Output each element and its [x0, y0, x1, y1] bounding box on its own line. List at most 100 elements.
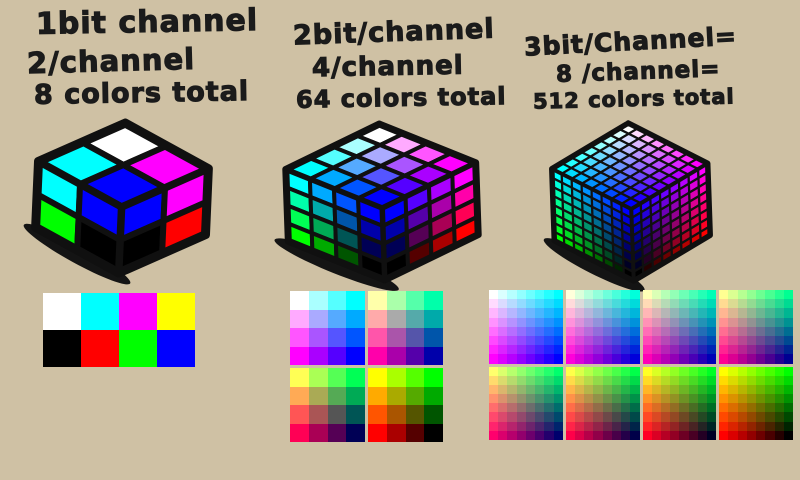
- palette-cell: [424, 423, 443, 442]
- palette-cell: [535, 403, 545, 413]
- palette-cell: [525, 394, 536, 404]
- palette-cell: [535, 299, 545, 309]
- palette-cell: [544, 354, 554, 364]
- cube-outline: [379, 205, 388, 283]
- palette-cell: [765, 421, 775, 431]
- palette-cell: [621, 403, 631, 413]
- palette-cell: [544, 384, 554, 395]
- palette-cell: [544, 430, 554, 440]
- palette-cell: [707, 299, 717, 309]
- palette-cell: [660, 290, 671, 300]
- palette-cell: [498, 317, 508, 327]
- palette-cell: [707, 403, 717, 413]
- palette-cell: [719, 345, 729, 355]
- palette-cell: [765, 317, 775, 327]
- palette-cell: [368, 423, 387, 442]
- palette-cell: [670, 290, 680, 300]
- palette-cell: [719, 317, 729, 327]
- palette-cell: [593, 375, 603, 385]
- palette-block: [489, 290, 563, 364]
- palette-cell: [507, 354, 517, 364]
- palette-cell: [688, 335, 698, 346]
- palette-cell: [774, 430, 784, 440]
- palette-cell: [507, 308, 517, 318]
- palette-cell: [489, 290, 499, 300]
- palette-cell: [584, 366, 594, 376]
- palette-cell: [405, 368, 425, 387]
- palette-cell: [584, 317, 594, 327]
- palette-cell: [783, 366, 793, 376]
- palette-cell: [642, 384, 652, 395]
- palette-cell: [651, 317, 661, 327]
- palette-cell: [553, 366, 563, 376]
- palette-block: [719, 290, 793, 364]
- palette-cell: [719, 430, 729, 440]
- palette-3bit: [489, 290, 793, 440]
- palette-cell: [688, 308, 698, 318]
- palette-cell: [584, 384, 594, 395]
- palette-cell: [697, 366, 708, 376]
- palette-cell: [611, 335, 622, 346]
- palette-cell: [621, 430, 631, 440]
- palette-cell: [707, 366, 717, 376]
- palette-cell: [544, 299, 554, 309]
- palette-cell: [327, 328, 347, 347]
- palette-cell: [707, 308, 717, 318]
- palette-cell: [774, 317, 784, 327]
- label-3bit-line2: 8 /channel=: [555, 56, 721, 89]
- palette-cell: [621, 412, 631, 422]
- palette-cell: [670, 412, 680, 422]
- palette-cell: [765, 375, 775, 385]
- palette-block: [565, 290, 640, 364]
- palette-cell: [565, 308, 575, 318]
- palette-cell: [584, 326, 594, 336]
- palette-cell: [574, 354, 585, 364]
- palette-cell: [660, 384, 671, 395]
- palette-cell: [584, 394, 594, 404]
- palette-cell: [783, 375, 793, 385]
- palette-cell: [308, 405, 328, 424]
- palette-cell: [489, 375, 499, 385]
- palette-cell: [507, 412, 517, 422]
- palette-cell: [679, 375, 689, 385]
- palette-cell: [679, 290, 689, 300]
- palette-cell: [660, 421, 671, 431]
- palette-cell: [553, 335, 563, 346]
- palette-cell: [565, 345, 575, 355]
- palette-cell: [507, 384, 517, 395]
- palette-cell: [535, 394, 545, 404]
- palette-cell: [498, 354, 508, 364]
- palette-block: [290, 291, 365, 365]
- palette-cell: [783, 384, 793, 395]
- palette-cell: [290, 346, 309, 365]
- palette-cell: [308, 423, 328, 442]
- palette-cell: [424, 328, 443, 347]
- palette-cell: [728, 299, 738, 309]
- palette-cell: [368, 405, 387, 424]
- palette-cell: [630, 299, 640, 309]
- palette-cell: [611, 394, 622, 404]
- palette-cell: [346, 405, 365, 424]
- palette-cell: [516, 326, 526, 336]
- palette-cell: [535, 412, 545, 422]
- palette-cell: [783, 290, 793, 300]
- palette-cell: [544, 308, 554, 318]
- palette-cell: [553, 412, 563, 422]
- palette-cell: [346, 423, 365, 442]
- palette-cell: [707, 421, 717, 431]
- palette-cell: [602, 345, 612, 355]
- palette-cell: [679, 354, 689, 364]
- palette-cell: [660, 403, 671, 413]
- label-1bit-line3: 8 colors total: [33, 76, 250, 112]
- palette-cell: [489, 403, 499, 413]
- palette-cell: [516, 430, 526, 440]
- palette-cell: [737, 335, 747, 346]
- palette-cell: [670, 430, 680, 440]
- palette-cell: [621, 421, 631, 431]
- palette-cell: [544, 412, 554, 422]
- palette-cell: [630, 366, 640, 376]
- palette-cell: [630, 345, 640, 355]
- palette-cell: [697, 317, 708, 327]
- palette-cell: [697, 430, 708, 440]
- palette-cell: [630, 421, 640, 431]
